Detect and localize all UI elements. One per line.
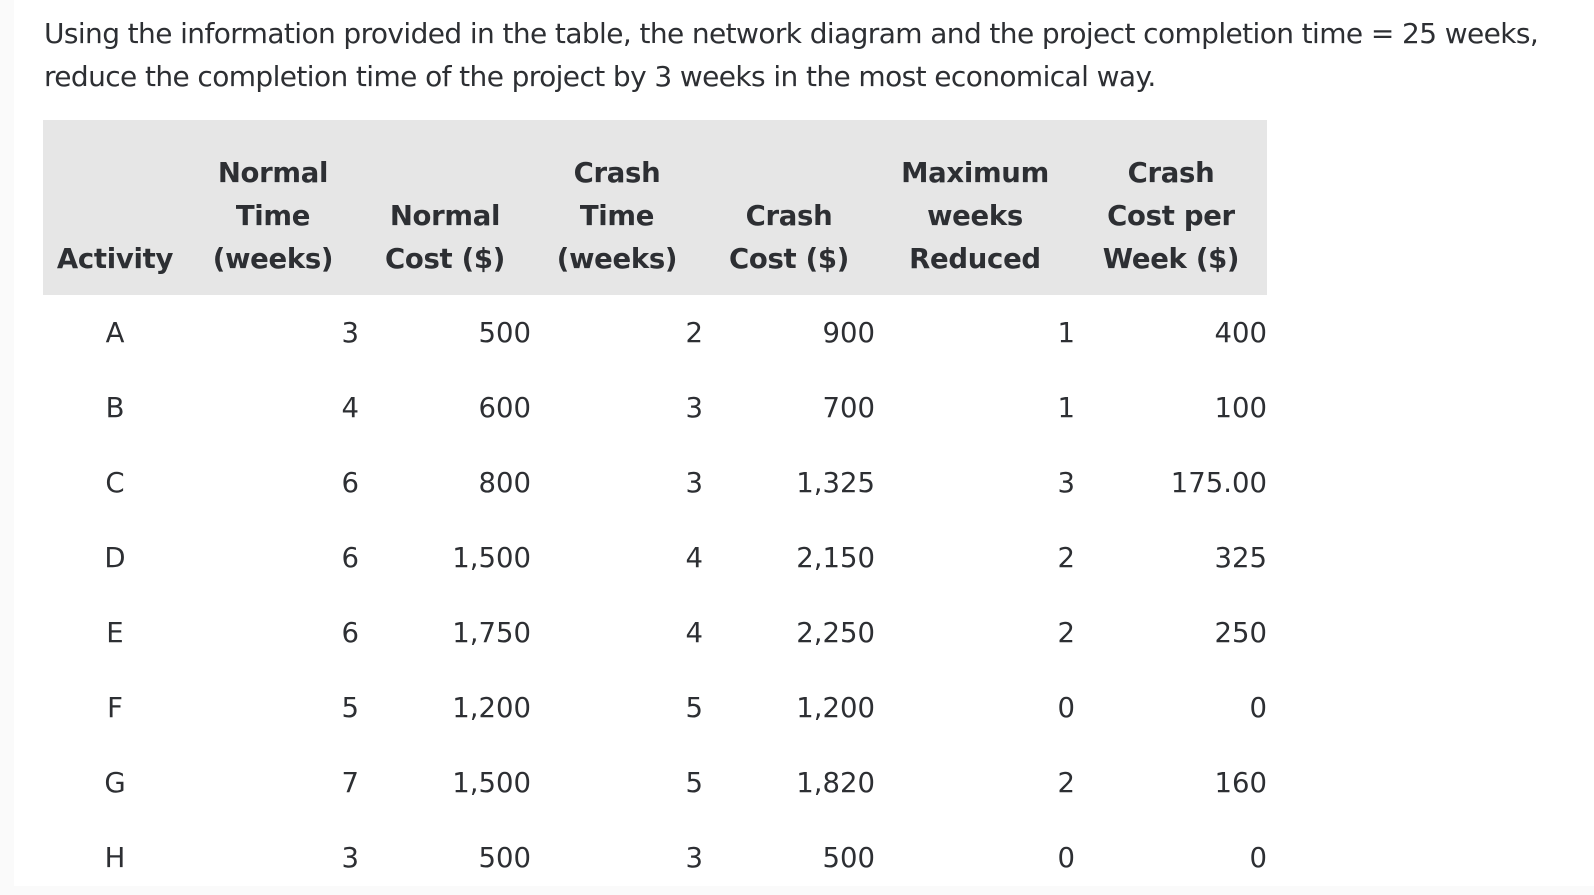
header-line: (weeks)	[556, 243, 678, 275]
table-row: B 4 600 3 700 1 100	[43, 370, 1267, 445]
cell-max-weeks-reduced: 2	[1057, 541, 1076, 574]
header-line: Crash	[745, 200, 833, 232]
header-normal-time: Normal Time (weeks)	[187, 120, 359, 295]
header-normal-cost: Normal Cost ($)	[359, 120, 531, 295]
cell-crash-cost: 2,150	[796, 541, 875, 574]
cell-crash-time: 2	[685, 316, 704, 349]
cell-max-weeks-reduced: 0	[1057, 841, 1076, 874]
cell-max-weeks-reduced: 1	[1057, 391, 1076, 424]
header-line: Reduced	[909, 243, 1041, 275]
cell-crash-cost-per-week: 0	[1249, 841, 1268, 874]
cell-max-weeks-reduced: 2	[1057, 766, 1076, 799]
cell-crash-cost-per-week: 0	[1249, 691, 1268, 724]
cell-crash-cost-per-week: 325	[1214, 541, 1268, 574]
header-crash-cost: Crash Cost ($)	[703, 120, 875, 295]
cell-crash-time: 4	[685, 541, 704, 574]
cell-normal-cost: 600	[478, 391, 532, 424]
table-body: A 3 500 2 900 1 400 B 4 600 3 700 1 100 C 6 800 3 1,325 3 17…	[43, 295, 1267, 895]
cell-activity: H	[104, 841, 126, 874]
header-line: Normal	[217, 157, 329, 189]
cell-crash-cost: 2,250	[796, 616, 875, 649]
cell-max-weeks-reduced: 3	[1057, 466, 1076, 499]
table-header: Activity Normal Time (weeks) Normal Cost ($) C…	[43, 120, 1267, 295]
header-line: Cost ($)	[728, 243, 850, 275]
header-line: Crash	[1127, 157, 1215, 189]
cell-crash-cost: 900	[822, 316, 876, 349]
cell-crash-cost-per-week: 250	[1214, 616, 1268, 649]
header-line: Normal	[389, 200, 501, 232]
cell-max-weeks-reduced: 1	[1057, 316, 1076, 349]
cell-normal-time: 3	[341, 841, 360, 874]
header-activity: Activity	[43, 120, 187, 295]
cell-normal-cost: 1,500	[452, 766, 531, 799]
cell-max-weeks-reduced: 0	[1057, 691, 1076, 724]
cell-activity: A	[105, 316, 125, 349]
cell-crash-time: 5	[685, 766, 704, 799]
cell-activity: D	[104, 541, 126, 574]
cell-crash-cost-per-week: 400	[1214, 316, 1268, 349]
header-crash-time: Crash Time (weeks)	[531, 120, 703, 295]
cell-normal-cost: 500	[478, 316, 532, 349]
cell-crash-cost-per-week: 160	[1214, 766, 1268, 799]
cell-crash-time: 3	[685, 391, 704, 424]
header-line: Maximum	[901, 157, 1049, 189]
header-line: Time	[235, 200, 311, 232]
table-row: G 7 1,500 5 1,820 2 160	[43, 745, 1267, 820]
table-row: C 6 800 3 1,325 3 175.00	[43, 445, 1267, 520]
cell-crash-time: 3	[685, 466, 704, 499]
header-row: Activity Normal Time (weeks) Normal Cost ($) C…	[43, 120, 1267, 295]
cell-normal-cost: 1,200	[452, 691, 531, 724]
cell-normal-time: 6	[341, 616, 360, 649]
table-row: D 6 1,500 4 2,150 2 325	[43, 520, 1267, 595]
cell-normal-cost: 1,500	[452, 541, 531, 574]
crash-cost-table: Activity Normal Time (weeks) Normal Cost ($) C…	[43, 120, 1267, 895]
cell-crash-cost: 1,325	[796, 466, 875, 499]
cell-crash-time: 5	[685, 691, 704, 724]
cell-normal-time: 7	[341, 766, 360, 799]
cell-normal-time: 4	[341, 391, 360, 424]
cell-activity: G	[104, 766, 126, 799]
cell-normal-cost: 1,750	[452, 616, 531, 649]
cell-crash-cost: 700	[822, 391, 876, 424]
table-row: H 3 500 3 500 0 0	[43, 820, 1267, 895]
cell-normal-time: 6	[341, 541, 360, 574]
cell-activity: B	[105, 391, 125, 424]
cell-crash-cost-per-week: 175.00	[1170, 466, 1267, 499]
header-line: Cost ($)	[384, 243, 506, 275]
cell-normal-time: 3	[341, 316, 360, 349]
question-card: Using the information provided in the ta…	[14, 0, 1594, 886]
table-row: F 5 1,200 5 1,200 0 0	[43, 670, 1267, 745]
header-line: Activity	[56, 243, 174, 275]
header-max-weeks-reduced: Maximum weeks Reduced	[875, 120, 1075, 295]
cell-activity: F	[107, 691, 123, 724]
cell-crash-cost: 500	[822, 841, 876, 874]
header-line: Week ($)	[1102, 243, 1240, 275]
header-line: Cost per	[1107, 200, 1235, 232]
question-text: Using the information provided in the ta…	[44, 17, 1539, 93]
header-line: Time	[579, 200, 655, 232]
table-row: E 6 1,750 4 2,250 2 250	[43, 595, 1267, 670]
cell-normal-cost: 800	[478, 466, 532, 499]
cell-normal-time: 6	[341, 466, 360, 499]
header-line: (weeks)	[212, 243, 334, 275]
cell-crash-time: 3	[685, 841, 704, 874]
cell-crash-cost: 1,200	[796, 691, 875, 724]
cell-activity: C	[105, 466, 125, 499]
cell-crash-cost: 1,820	[796, 766, 875, 799]
cell-crash-time: 4	[685, 616, 704, 649]
header-line: weeks	[927, 200, 1023, 232]
table-row: A 3 500 2 900 1 400	[43, 295, 1267, 370]
cell-normal-cost: 500	[478, 841, 532, 874]
cell-activity: E	[106, 616, 124, 649]
cell-crash-cost-per-week: 100	[1214, 391, 1268, 424]
header-line: Crash	[573, 157, 661, 189]
cell-normal-time: 5	[341, 691, 360, 724]
header-crash-cost-per-week: Crash Cost per Week ($)	[1075, 120, 1267, 295]
cell-max-weeks-reduced: 2	[1057, 616, 1076, 649]
